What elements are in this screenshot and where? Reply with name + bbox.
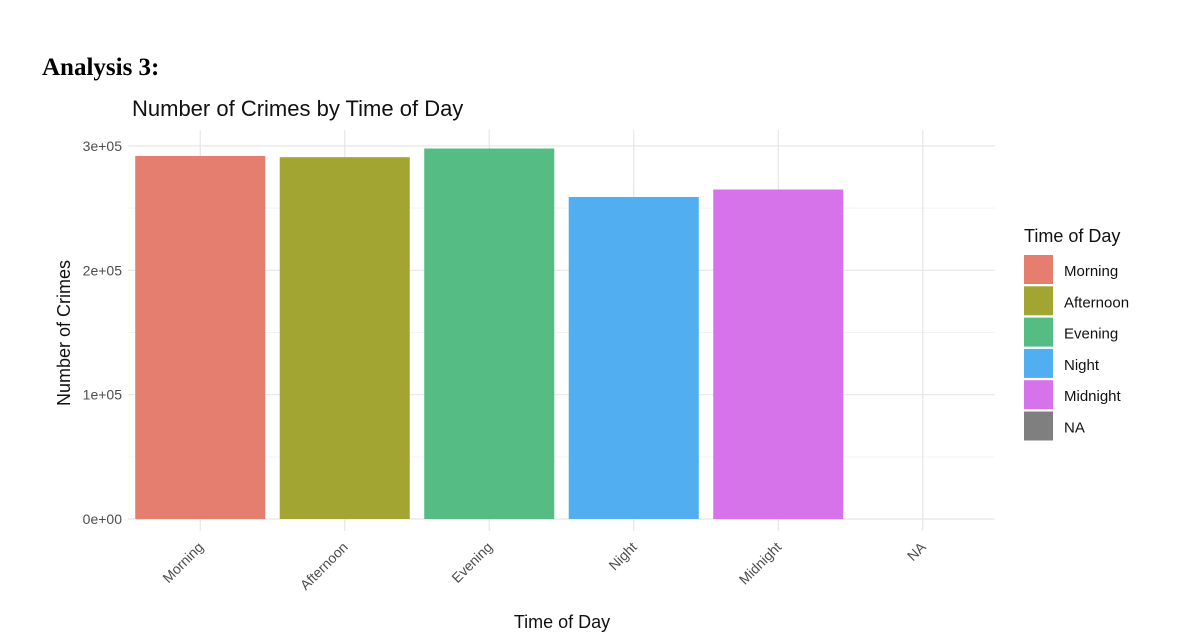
- y-tick-label: 3e+05: [83, 138, 123, 154]
- x-tick-label: Midnight: [736, 539, 785, 588]
- chart-title: Number of Crimes by Time of Day: [132, 96, 463, 121]
- bar-midnight: [713, 189, 844, 519]
- legend-label: Evening: [1064, 326, 1118, 343]
- y-tick-label: 2e+05: [83, 262, 123, 278]
- x-tick-label: Night: [605, 539, 640, 574]
- x-tick-label: NA: [904, 538, 930, 564]
- bar-night: [568, 196, 699, 519]
- bars: [135, 148, 844, 520]
- legend-label: Midnight: [1064, 388, 1122, 405]
- x-tick-label: Evening: [448, 539, 495, 586]
- legend: Time of Day Morning Afternoon Evening Night…: [1024, 226, 1129, 441]
- legend-swatch: [1024, 255, 1053, 284]
- x-tick-label: Afternoon: [297, 539, 351, 593]
- x-axis-title: Time of Day: [514, 612, 610, 632]
- legend-swatch: [1024, 411, 1053, 441]
- legend-label: Afternoon: [1064, 294, 1129, 311]
- y-axis-ticks: 0e+00 1e+05 2e+05 3e+05: [83, 138, 123, 527]
- bar-evening: [424, 148, 555, 519]
- legend-swatch: [1024, 286, 1053, 316]
- section-heading: Analysis 3:: [42, 54, 160, 81]
- y-tick-label: 1e+05: [83, 387, 123, 403]
- legend-label: NA: [1064, 420, 1085, 437]
- legend-swatch: [1024, 380, 1053, 410]
- bar-morning: [135, 155, 266, 520]
- legend-label: Morning: [1064, 263, 1118, 280]
- legend-swatch: [1024, 317, 1053, 347]
- x-tick-label: Morning: [159, 539, 206, 586]
- y-tick-label: 0e+00: [83, 511, 123, 527]
- legend-title: Time of Day: [1024, 226, 1120, 246]
- bar-afternoon: [279, 157, 410, 519]
- legend-swatch: [1024, 348, 1053, 378]
- legend-label: Night: [1064, 357, 1100, 374]
- y-axis-title: Number of Crimes: [54, 260, 74, 406]
- x-axis-ticks: Morning Afternoon Evening Night Midnight NA: [159, 538, 929, 593]
